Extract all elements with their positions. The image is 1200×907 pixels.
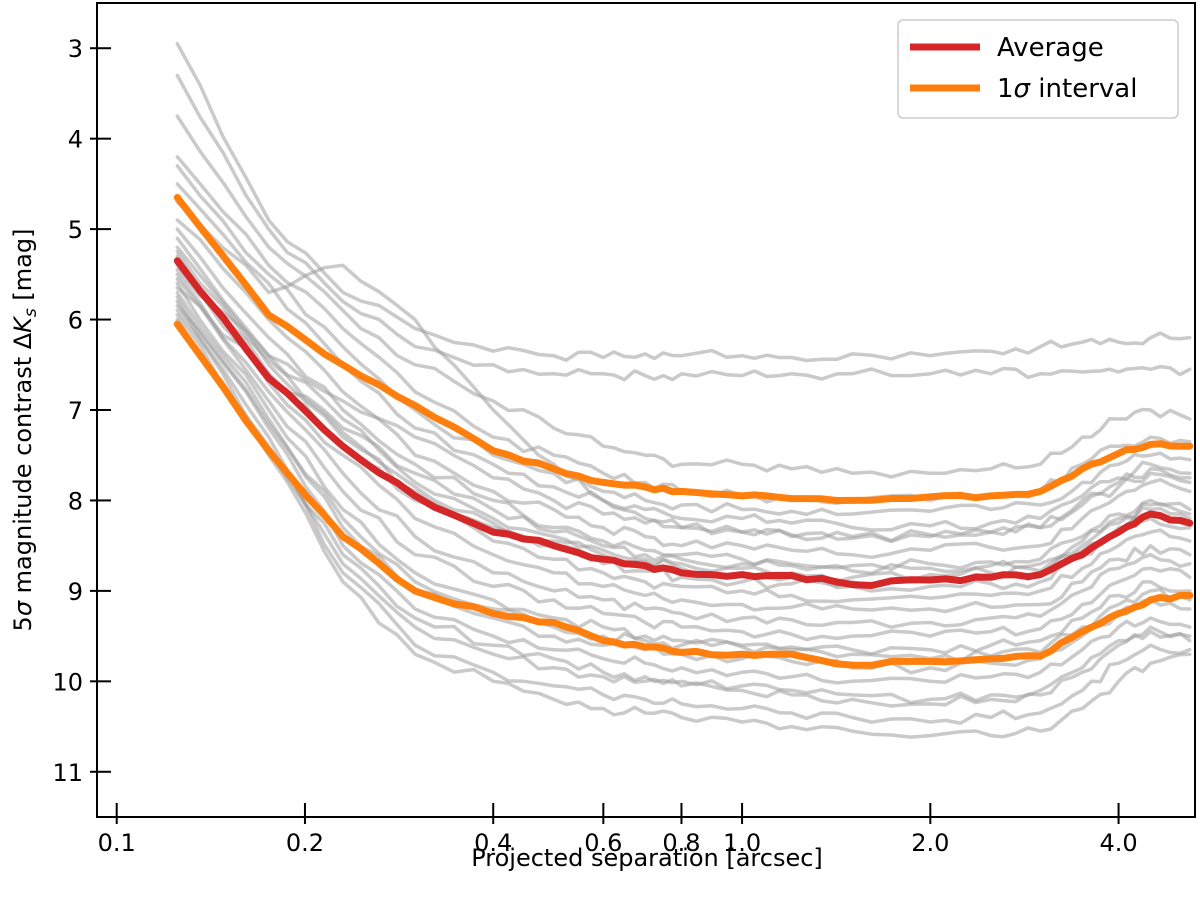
y-tick-label: 5 xyxy=(68,216,83,244)
y-ticks: 3 4 5 6 7 8 9 10 11 xyxy=(52,35,111,787)
individual-curve-star-21 xyxy=(175,268,1192,543)
individual-curve-star-13 xyxy=(175,272,1192,629)
x-tick-label: 0.1 xyxy=(98,829,136,857)
individual-curve-star-01 xyxy=(175,41,1192,363)
y-tick-label: 8 xyxy=(68,487,83,515)
y-tick-label: 9 xyxy=(68,578,83,606)
individual-curve-star-09 xyxy=(175,236,1192,584)
y-tick-label: 7 xyxy=(68,397,83,425)
individual-curve-star-18 xyxy=(175,299,1192,708)
individual-curve-star-26 xyxy=(175,313,1192,705)
x-tick-label: 0.4 xyxy=(474,829,512,857)
interval-curves xyxy=(173,194,1194,669)
individual-curve-star-17 xyxy=(175,295,1192,685)
x-tick-label: 0.8 xyxy=(662,829,700,857)
individual-curve-star-22 xyxy=(175,286,1192,576)
individual-curve-star-15 xyxy=(175,281,1192,656)
individual-curve-star-08 xyxy=(175,227,1192,572)
y-tick-label: 4 xyxy=(68,126,83,154)
individual-curve-star-19 xyxy=(175,308,1192,725)
legend-interval-label: 1σ interval xyxy=(997,74,1137,104)
individual-curve-star-25 xyxy=(175,249,1192,589)
x-tick-label: 0.6 xyxy=(584,829,622,857)
interval-curve xyxy=(173,320,1194,669)
average-curve xyxy=(173,257,1194,589)
y-tick-label: 3 xyxy=(68,35,83,63)
individual-curves xyxy=(175,41,1192,739)
individual-curve-star-12 xyxy=(175,263,1192,614)
x-tick-label: 4.0 xyxy=(1099,829,1137,857)
individual-curve-star-02 xyxy=(175,73,1192,382)
individual-curve-star-05 xyxy=(175,182,1192,532)
interval-curve xyxy=(173,194,1194,504)
x-ticks: 0.1 0.2 0.4 0.6 0.8 1.0 2.0 4.0 xyxy=(98,803,1138,857)
individual-curve-star-11 xyxy=(175,254,1192,604)
individual-curve-star-07 xyxy=(175,218,1192,560)
y-axis-label: 5σ magnitude contrast ΔKs [mag] xyxy=(9,229,41,632)
individual-curve-star-23 xyxy=(175,164,1192,517)
x-tick-label: 2.0 xyxy=(911,829,949,857)
legend-average-label: Average xyxy=(997,33,1104,63)
individual-curve-star-03 xyxy=(175,114,1192,479)
individual-curve-star-24 xyxy=(175,304,1192,664)
individual-curve-star-20 xyxy=(175,317,1192,739)
individual-curve-star-14 xyxy=(175,277,1192,642)
x-tick-label: 0.2 xyxy=(286,829,324,857)
legend: Average 1σ interval xyxy=(897,19,1179,119)
x-tick-label: 1.0 xyxy=(723,829,761,857)
y-tick-label: 11 xyxy=(52,759,83,787)
x-axis-label: Projected separation [arcsec] xyxy=(471,844,823,872)
y-tick-label: 10 xyxy=(52,668,83,696)
average-curve-group xyxy=(173,257,1194,589)
y-tick-label: 6 xyxy=(68,307,83,335)
